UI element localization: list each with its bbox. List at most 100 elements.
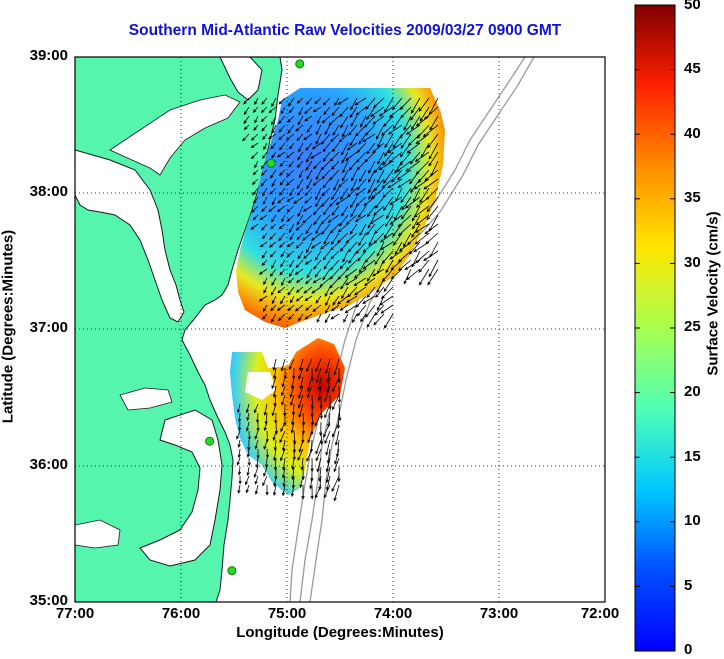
- velocity-vector: [263, 466, 268, 477]
- velocity-vector: [393, 232, 403, 246]
- velocity-vector: [324, 313, 331, 324]
- velocity-vector: [315, 124, 322, 136]
- velocity-vector: [350, 97, 358, 111]
- velocity-vector: [374, 250, 385, 266]
- velocity-vector: [419, 187, 430, 204]
- velocity-vector: [396, 160, 412, 172]
- velocity-vector: [320, 196, 331, 208]
- velocity-vector: [359, 223, 367, 237]
- velocity-vector: [332, 295, 340, 306]
- velocity-vector: [265, 430, 269, 443]
- velocity-vector: [245, 403, 250, 414]
- velocity-field-south: [230, 338, 345, 495]
- velocity-vector: [271, 124, 277, 135]
- colorbar-ticks: [635, 4, 675, 587]
- velocity-vector: [321, 115, 331, 124]
- velocity-vector: [362, 259, 376, 270]
- velocity-vector: [270, 304, 277, 312]
- velocity-vector: [287, 304, 295, 312]
- velocity-vector: [326, 367, 331, 384]
- velocity-vector: [280, 259, 286, 268]
- velocity-vector: [418, 97, 430, 112]
- velocity-vector: [372, 115, 385, 125]
- velocity-vector: [394, 160, 403, 174]
- velocity-vector: [296, 214, 304, 226]
- velocity-vector: [362, 295, 376, 304]
- velocity-vector: [320, 133, 331, 145]
- velocity-vector: [424, 223, 439, 235]
- velocity-vector: [322, 97, 331, 106]
- velocity-vector: [331, 421, 340, 438]
- velocity-vector: [383, 277, 394, 293]
- velocity-vector: [374, 304, 385, 316]
- velocity-vector: [350, 115, 358, 127]
- velocity-vector: [325, 457, 331, 473]
- velocity-vector: [317, 115, 322, 125]
- velocity-vector: [341, 142, 349, 156]
- velocity-vector: [250, 133, 259, 141]
- velocity-vector: [329, 286, 340, 296]
- colorbar-tick-25: 25: [684, 318, 701, 335]
- velocity-vector: [401, 205, 412, 220]
- velocity-vector: [303, 133, 313, 141]
- velocity-vector: [306, 124, 313, 134]
- y-axis-label: Latitude (Degrees:Minutes): [0, 229, 17, 424]
- velocity-vector: [245, 484, 250, 494]
- velocity-vector: [297, 205, 304, 218]
- velocity-vector: [400, 133, 412, 149]
- velocity-vector: [413, 178, 430, 190]
- velocity-vector: [337, 223, 349, 233]
- velocity-vector: [329, 223, 340, 234]
- velocity-vector: [315, 196, 322, 208]
- velocity-vector: [295, 241, 304, 249]
- velocity-vector: [325, 295, 331, 307]
- x-tick-72: 72:00: [580, 605, 620, 622]
- velocity-vector: [341, 151, 349, 164]
- velocity-vector: [331, 187, 340, 201]
- velocity-vector: [276, 304, 286, 311]
- velocity-vector: [329, 268, 340, 280]
- velocity-vector: [305, 97, 313, 105]
- velocity-vector: [409, 151, 421, 165]
- velocity-vector: [328, 115, 340, 126]
- velocity-vector: [296, 97, 304, 104]
- velocity-vector: [324, 403, 331, 419]
- velocity-vector: [418, 259, 430, 273]
- velocity-vector: [314, 250, 322, 261]
- velocity-vector: [280, 421, 286, 433]
- velocity-vector: [246, 412, 250, 422]
- velocity-vector: [283, 367, 287, 380]
- velocity-vector: [236, 430, 241, 440]
- velocity-vector: [373, 205, 385, 216]
- velocity-vector: [299, 376, 304, 390]
- velocity-vector: [349, 106, 358, 119]
- velocity-vector: [268, 106, 277, 114]
- velocity-vector: [304, 106, 313, 115]
- velocity-vector: [323, 421, 331, 438]
- velocity-vector: [331, 475, 340, 493]
- velocity-vector: [306, 169, 313, 180]
- velocity-vector: [311, 286, 322, 294]
- velocity-vector: [398, 241, 412, 252]
- velocity-vector: [270, 142, 277, 150]
- velocity-vector: [254, 115, 259, 124]
- velocity-vector: [271, 115, 277, 126]
- velocity-vector: [383, 223, 394, 239]
- velocity-vector: [322, 250, 331, 261]
- velocity-vector: [250, 223, 259, 230]
- velocity-vector: [366, 106, 376, 121]
- velocity-vector: [330, 160, 340, 170]
- velocity-vector: [315, 367, 322, 383]
- velocity-vector: [272, 385, 277, 399]
- velocity-vector: [322, 151, 331, 162]
- velocity-vector: [236, 457, 241, 466]
- velocity-vector: [330, 313, 340, 320]
- velocity-vector: [296, 133, 304, 142]
- velocity-vector: [278, 232, 286, 242]
- velocity-vector: [331, 205, 340, 216]
- y-tick-38: 38:00: [29, 183, 68, 200]
- velocity-vector: [380, 304, 394, 314]
- velocity-vector: [363, 277, 376, 287]
- velocity-vector: [405, 124, 421, 135]
- velocity-vector: [271, 178, 277, 188]
